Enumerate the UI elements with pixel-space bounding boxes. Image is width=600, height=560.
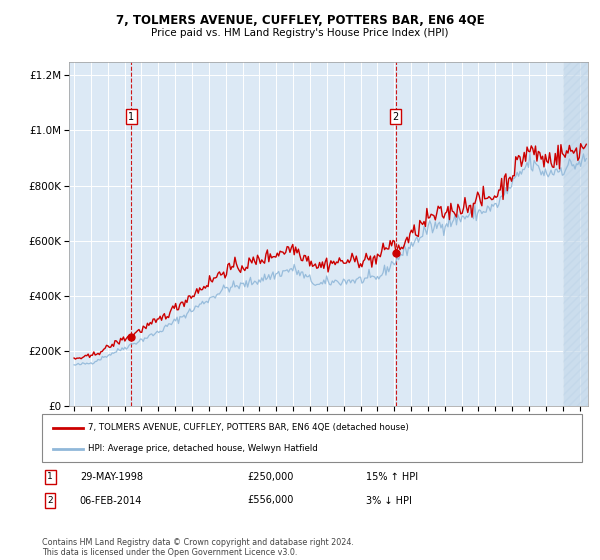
Text: 1: 1: [47, 472, 53, 481]
Text: 15% ↑ HPI: 15% ↑ HPI: [366, 472, 418, 482]
Text: Contains HM Land Registry data © Crown copyright and database right 2024.
This d: Contains HM Land Registry data © Crown c…: [42, 538, 354, 557]
Text: 06-FEB-2014: 06-FEB-2014: [80, 496, 142, 506]
Text: 7, TOLMERS AVENUE, CUFFLEY, POTTERS BAR, EN6 4QE (detached house): 7, TOLMERS AVENUE, CUFFLEY, POTTERS BAR,…: [88, 423, 409, 432]
Text: 3% ↓ HPI: 3% ↓ HPI: [366, 496, 412, 506]
Text: HPI: Average price, detached house, Welwyn Hatfield: HPI: Average price, detached house, Welw…: [88, 444, 317, 453]
Text: 2: 2: [47, 496, 53, 505]
Text: 1: 1: [128, 111, 134, 122]
Text: Price paid vs. HM Land Registry's House Price Index (HPI): Price paid vs. HM Land Registry's House …: [151, 28, 449, 38]
Text: £556,000: £556,000: [247, 496, 293, 506]
FancyBboxPatch shape: [42, 414, 582, 462]
Text: 2: 2: [392, 111, 399, 122]
Text: £250,000: £250,000: [247, 472, 293, 482]
Bar: [563, 62, 588, 406]
Text: 7, TOLMERS AVENUE, CUFFLEY, POTTERS BAR, EN6 4QE: 7, TOLMERS AVENUE, CUFFLEY, POTTERS BAR,…: [116, 14, 484, 27]
Text: 29-MAY-1998: 29-MAY-1998: [80, 472, 143, 482]
